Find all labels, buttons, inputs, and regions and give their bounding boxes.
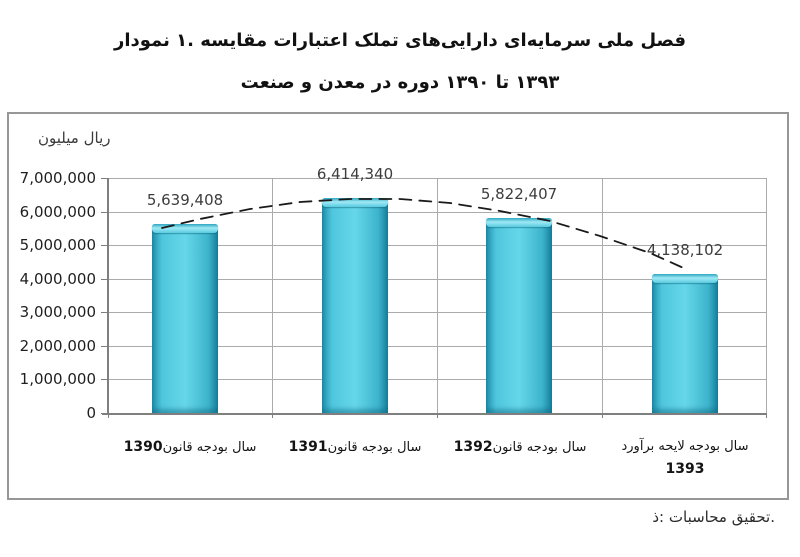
x-tick-mark: [437, 414, 438, 418]
y-tick-label: 2,000,000: [19, 337, 96, 355]
y-tick-label: 1,000,000: [19, 370, 96, 388]
y-tick-mark: [101, 346, 108, 347]
x-tick-mark: [108, 414, 109, 418]
chart-title: نمودار ۱. مقایسه اعتبارات تملک دارایی‌ها…: [0, 20, 800, 104]
bar-value-label: 5,822,407: [480, 185, 558, 203]
x-category-text: قانون بودجه سال: [492, 440, 587, 455]
y-axis-unit-label: میلیون ریال: [38, 129, 111, 147]
gridline: [766, 178, 767, 413]
x-category-text: برآورد لایحه بودجه سال: [621, 439, 749, 454]
y-tick-label: 6,000,000: [19, 203, 96, 221]
x-category-label-1390: 1390قانون بودجه سال: [100, 437, 280, 458]
x-tick-mark: [272, 414, 273, 418]
x-category-year: 1393: [665, 461, 705, 477]
x-category-label-1393: برآورد لایحه بودجه سال 1393: [595, 437, 775, 481]
y-tick-label: 0: [86, 404, 96, 422]
chart-title-line1: نمودار ۱. مقایسه اعتبارات تملک دارایی‌ها…: [113, 30, 687, 51]
chart-title-line2: صنعت و معدن در دوره ۱۳۹۰ تا ۱۳۹۳: [240, 72, 560, 93]
y-tick-label: 7,000,000: [19, 169, 96, 187]
y-tick-mark: [101, 178, 108, 179]
gridline: [602, 178, 603, 413]
x-axis-line: [102, 413, 767, 415]
y-tick-label: 5,000,000: [19, 236, 96, 254]
x-category-text: قانون بودجه سال: [327, 440, 422, 455]
gridline: [272, 178, 273, 413]
bar-value-label: 6,414,340: [316, 165, 394, 183]
y-tick-mark: [101, 212, 108, 213]
bar-1392: [486, 218, 552, 413]
y-tick-mark: [101, 279, 108, 280]
y-tick-label: 4,000,000: [19, 270, 96, 288]
y-tick-mark: [101, 245, 108, 246]
x-category-year: 1390: [123, 439, 163, 455]
x-category-text: قانون بودجه سال: [162, 440, 257, 455]
bar-value-label: 5,639,408: [146, 191, 224, 209]
y-tick-mark: [101, 312, 108, 313]
x-tick-mark: [766, 414, 767, 418]
y-tick-label: 3,000,000: [19, 303, 96, 321]
y-axis-line: [107, 178, 109, 414]
bar-1390: [152, 224, 218, 413]
gridline: [437, 178, 438, 413]
bar-value-label: 4,138,102: [646, 241, 724, 259]
bar-1391: [322, 198, 388, 413]
x-category-year: 1392: [453, 439, 493, 455]
x-tick-mark: [602, 414, 603, 418]
x-category-label-1392: 1392قانون بودجه سال: [430, 437, 610, 458]
x-category-year: 1391: [288, 439, 328, 455]
bar-1393: [652, 274, 718, 413]
y-tick-mark: [101, 379, 108, 380]
x-category-label-1391: 1391قانون بودجه سال: [265, 437, 445, 458]
source-note: ذ: محاسبات تحقیق.: [652, 508, 775, 526]
